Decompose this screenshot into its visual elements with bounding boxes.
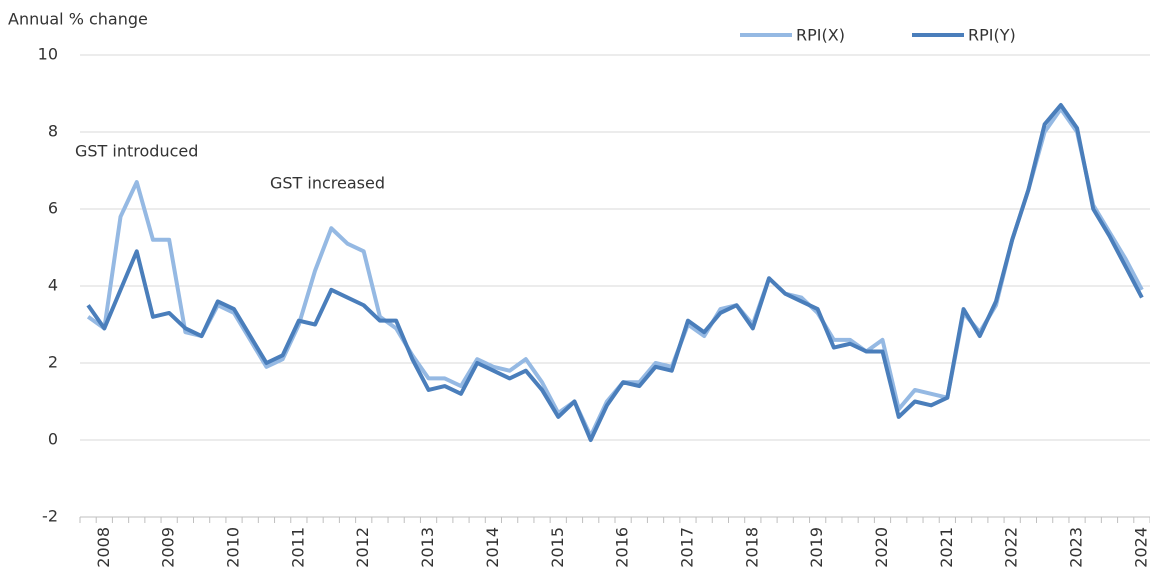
y-tick-label: 10 — [38, 45, 58, 64]
legend-label: RPI(X) — [796, 26, 845, 45]
x-tick-label: 2012 — [353, 527, 372, 568]
x-tick-label: 2024 — [1131, 527, 1150, 568]
y-tick-label: 0 — [48, 430, 58, 449]
y-axis-title: Annual % change — [8, 10, 148, 29]
x-tick-label: 2013 — [418, 527, 437, 568]
y-tick-label: 4 — [48, 276, 58, 295]
x-tick-label: 2020 — [872, 527, 891, 568]
x-tick-label: 2011 — [288, 527, 307, 568]
y-tick-label: 2 — [48, 353, 58, 372]
y-tick-label: 8 — [48, 122, 58, 141]
x-tick-label: 2023 — [1067, 527, 1086, 568]
annotation: GST increased — [270, 174, 385, 193]
x-tick-label: 2015 — [548, 527, 567, 568]
annotation: GST introduced — [75, 142, 198, 161]
x-tick-label: 2010 — [224, 527, 243, 568]
x-tick-label: 2016 — [613, 527, 632, 568]
x-tick-label: 2019 — [807, 527, 826, 568]
x-tick-label: 2014 — [483, 527, 502, 568]
x-tick-label: 2018 — [742, 527, 761, 568]
line-series — [86, 106, 1144, 439]
x-tick-label: 2021 — [937, 527, 956, 568]
y-tick-label: -2 — [42, 507, 58, 526]
x-tick-label: 2009 — [159, 527, 178, 568]
x-tick-label: 2022 — [1002, 527, 1021, 568]
y-tick-label: 6 — [48, 199, 58, 218]
line-series — [86, 103, 1144, 442]
legend-label: RPI(Y) — [968, 26, 1016, 45]
x-tick-label: 2017 — [677, 527, 696, 568]
x-tick-label: 2008 — [94, 527, 113, 568]
